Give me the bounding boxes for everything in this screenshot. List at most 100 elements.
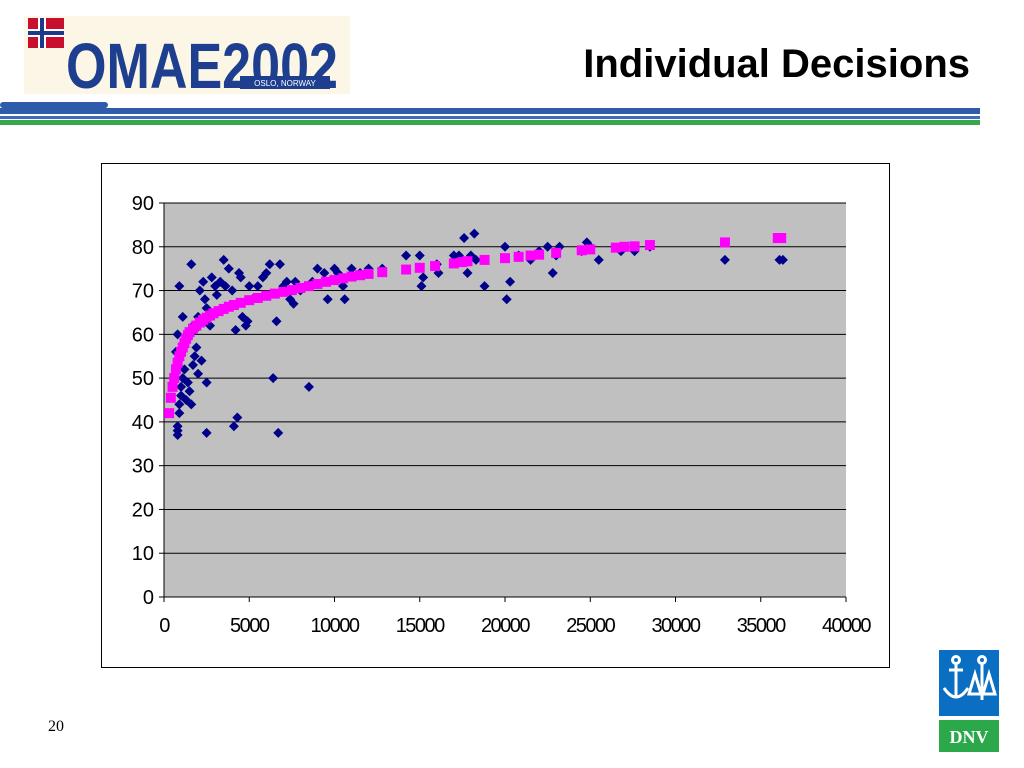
data-point-diamond xyxy=(235,272,246,283)
data-point-square xyxy=(235,297,246,308)
data-point-diamond xyxy=(218,254,229,265)
data-point-diamond xyxy=(401,250,412,261)
data-point-square xyxy=(500,253,510,264)
x-axis-ticks: 0 5000 10000 15000 20000 25000 30000 35000 40000 xyxy=(159,597,873,637)
data-point-diamond xyxy=(319,268,330,279)
data-point-square xyxy=(377,267,388,278)
data-point-diamond xyxy=(174,399,185,410)
data-point-square xyxy=(534,249,545,260)
data-point-square xyxy=(346,271,357,282)
data-point-diamond xyxy=(281,276,292,287)
x-tick-label: 30000 xyxy=(651,615,700,637)
data-point-square xyxy=(462,256,473,267)
data-point-square xyxy=(610,242,621,253)
y-tick-label: 80 xyxy=(132,237,154,259)
scales-icon xyxy=(966,655,998,700)
data-point-diamond xyxy=(505,276,516,287)
data-point-diamond xyxy=(196,355,207,366)
data-point-diamond xyxy=(346,263,357,274)
data-point-diamond xyxy=(273,427,284,438)
data-point-diamond xyxy=(312,263,323,274)
x-tick-label: 5000 xyxy=(230,615,270,637)
slide-title: Individual Decisions xyxy=(583,42,970,86)
data-point-diamond xyxy=(501,294,512,305)
data-point-diamond xyxy=(240,320,251,331)
data-point-square xyxy=(278,286,289,297)
data-point-diamond xyxy=(191,342,202,353)
data-point-square xyxy=(629,241,640,252)
data-point-diamond xyxy=(264,259,275,270)
data-point-square xyxy=(363,268,374,279)
data-point-diamond xyxy=(414,250,425,261)
data-point-square xyxy=(355,270,366,281)
data-point-square xyxy=(414,262,425,273)
data-point-square xyxy=(303,281,314,292)
header-stripes xyxy=(0,102,980,125)
data-point-square xyxy=(776,233,787,244)
data-point-square xyxy=(320,276,331,287)
data-point-diamond xyxy=(187,359,198,370)
y-tick-label: 50 xyxy=(132,368,154,390)
dnv-text: DNV xyxy=(950,727,989,747)
data-point-square xyxy=(269,288,280,299)
data-point-diamond xyxy=(179,364,190,375)
data-point-square xyxy=(170,364,181,375)
y-tick-label: 90 xyxy=(132,193,154,215)
data-point-diamond xyxy=(211,289,222,300)
data-point-diamond xyxy=(182,377,193,388)
anchor-icon xyxy=(942,655,970,699)
data-point-diamond xyxy=(479,281,490,292)
data-point-diamond xyxy=(462,268,473,279)
data-point-square xyxy=(223,301,234,312)
data-point-diamond xyxy=(201,377,212,388)
data-point-square xyxy=(401,264,412,275)
x-tick-label: 10000 xyxy=(310,615,359,637)
data-point-diamond xyxy=(181,395,192,405)
data-point-square xyxy=(585,244,596,255)
y-tick-label: 30 xyxy=(132,456,154,478)
data-point-diamond xyxy=(274,259,285,270)
logo-subtext: OSLO, NORWAY xyxy=(254,79,316,88)
data-point-diamond xyxy=(189,351,200,362)
data-point-diamond xyxy=(288,298,299,309)
data-point-square xyxy=(286,285,297,296)
data-point-diamond xyxy=(418,272,429,283)
data-point-diamond xyxy=(186,259,197,270)
data-point-square xyxy=(252,292,263,303)
x-tick-label: 15000 xyxy=(396,615,445,637)
data-point-diamond xyxy=(416,281,427,292)
data-point-diamond xyxy=(220,281,231,292)
data-point-diamond xyxy=(252,281,263,292)
data-point-diamond xyxy=(206,272,217,283)
y-tick-label: 0 xyxy=(143,587,154,609)
data-point-diamond xyxy=(719,254,730,265)
data-point-diamond xyxy=(172,421,183,432)
norway-flag-icon xyxy=(28,18,64,48)
data-point-square xyxy=(261,290,272,301)
data-point-diamond xyxy=(244,281,255,292)
data-point-diamond xyxy=(199,294,210,305)
data-point-diamond xyxy=(201,427,212,438)
data-point-square xyxy=(576,245,587,256)
x-tick-label: 35000 xyxy=(737,615,786,637)
data-point-square xyxy=(228,300,239,311)
scatter-chart: 0 10 20 30 40 50 60 70 80 90 0 5000 10000 15000 20000… xyxy=(132,193,873,637)
y-tick-label: 60 xyxy=(132,324,154,346)
data-point-square xyxy=(525,250,536,261)
data-point-square xyxy=(619,241,630,252)
x-tick-label: 0 xyxy=(159,615,170,637)
data-point-square xyxy=(208,308,219,319)
data-point-square xyxy=(213,306,224,317)
y-tick-label: 70 xyxy=(132,281,154,303)
data-point-diamond xyxy=(469,228,480,239)
data-point-diamond xyxy=(194,285,205,296)
y-tick-label: 40 xyxy=(132,412,154,434)
data-point-diamond xyxy=(303,381,314,392)
data-point-diamond xyxy=(471,254,482,265)
data-point-square xyxy=(165,392,176,403)
data-point-diamond xyxy=(271,316,282,327)
data-point-diamond xyxy=(230,324,241,335)
data-point-diamond xyxy=(205,320,216,331)
data-point-diamond xyxy=(228,421,239,432)
data-point-diamond xyxy=(261,268,272,279)
